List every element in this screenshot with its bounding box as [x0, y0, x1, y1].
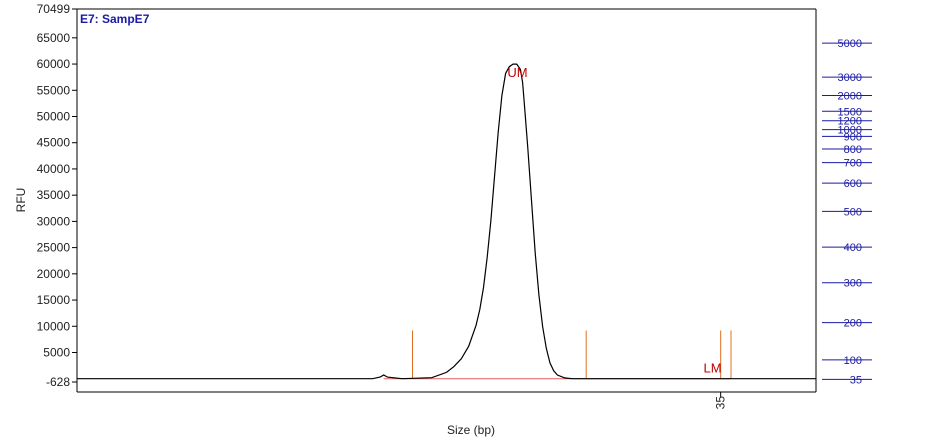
y-tick-label: -628 — [46, 375, 70, 389]
chart-title: E7: SampE7 — [80, 12, 150, 26]
region-lines — [412, 330, 732, 379]
y-tick-label: 65000 — [37, 31, 71, 45]
y-tick-label: 20000 — [37, 267, 71, 281]
x-axis-label: Size (bp) — [447, 423, 495, 437]
x-tick-label: 35 — [714, 396, 728, 410]
y-tick-label: 50000 — [37, 109, 71, 123]
right-axis-label: 500 — [844, 206, 862, 218]
peak-markers: UM LM — [507, 65, 721, 375]
y-tick-label: 35000 — [37, 188, 71, 202]
right-axis-label: 600 — [844, 178, 862, 190]
y-tick-label: 40000 — [37, 162, 71, 176]
y-tick-label: 70499 — [37, 2, 71, 16]
y-tick-label: 30000 — [37, 214, 71, 228]
right-axis-label: 400 — [844, 242, 862, 254]
right-axis-label: 700 — [844, 158, 862, 170]
y-tick-label: 5000 — [43, 345, 70, 359]
y-tick-label: 45000 — [37, 136, 71, 150]
marker-label: LM — [704, 360, 722, 375]
y-tick-label: 10000 — [37, 319, 71, 333]
right-axis-label: 5000 — [838, 38, 862, 50]
right-axis-label: 100 — [844, 355, 862, 367]
y-axis: -628 5000 10000 15000 20000 25000 30000 35000 40… — [37, 2, 77, 389]
y-tick-label: 15000 — [37, 293, 71, 307]
right-axis-label: 35 — [850, 374, 862, 386]
y-tick-label: 25000 — [37, 241, 71, 255]
y-tick-label: 60000 — [37, 57, 71, 71]
y-tick-label: 55000 — [37, 83, 71, 97]
series-trace — [77, 63, 816, 380]
right-axis-label: 3000 — [838, 72, 862, 84]
right-axis-label: 800 — [844, 144, 862, 156]
right-axis-label: 1200 — [838, 116, 862, 128]
right-axis-label: 1500 — [838, 106, 862, 118]
right-axis-label: 900 — [844, 131, 862, 143]
right-axis-label: 300 — [844, 278, 862, 290]
right-axis-label: 1000 — [838, 125, 862, 137]
right-axis-label: 2000 — [838, 91, 862, 103]
marker-label: UM — [507, 65, 527, 80]
y-axis-label: RFU — [14, 188, 28, 213]
x-axis: 35 — [714, 392, 728, 409]
right-axis-label: 200 — [844, 318, 862, 330]
